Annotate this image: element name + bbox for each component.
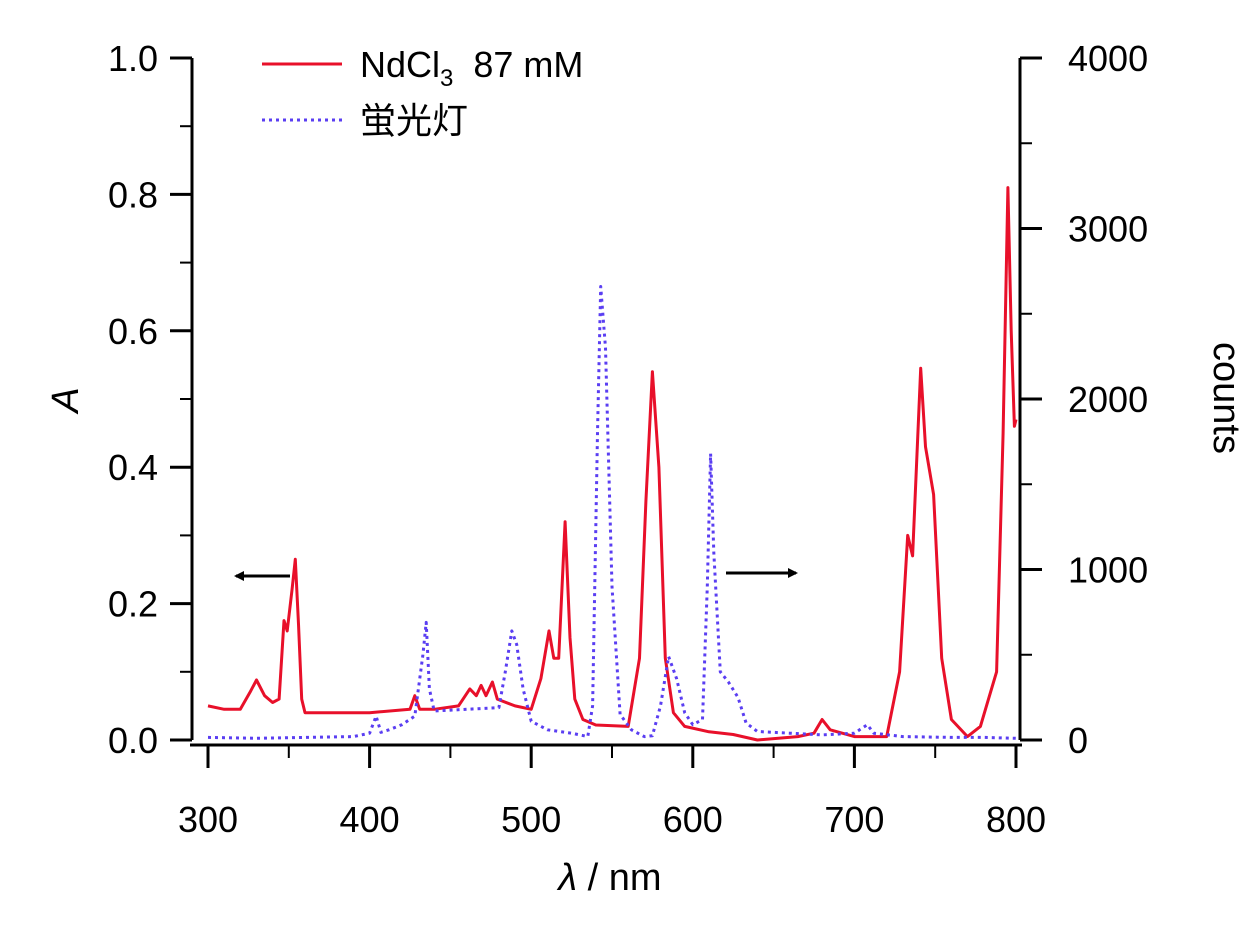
y-left-axis-title: A [45, 387, 87, 414]
y-left-tick-label: 0.6 [108, 311, 158, 352]
y-left-ticks: 0.0 0.2 0.4 0.6 0.8 1.0 [108, 38, 192, 761]
y-right-tick-label: 4000 [1068, 38, 1148, 79]
x-axis-symbol: λ [556, 857, 577, 899]
y-right-tick-label: 3000 [1068, 209, 1148, 250]
y-left-tick-label: 1.0 [108, 38, 158, 79]
series-line-ndcl3 [207, 186, 1018, 742]
axes [190, 58, 1022, 747]
legend-label-fluorescent-lamp: 蛍光灯 [360, 100, 468, 141]
legend-label-ndcl3: NdCl3 87 mM [360, 44, 583, 92]
y-right-axis-title: counts [1205, 342, 1247, 454]
x-tick-label: 400 [340, 799, 400, 840]
y-left-tick-label: 0.2 [108, 584, 158, 625]
y-right-tick-label: 2000 [1068, 379, 1148, 420]
x-ticks: 300 400 500 600 700 800 [178, 745, 1046, 840]
y-right-tick-label: 0 [1068, 720, 1088, 761]
legend-label-ndcl3-rest: 87 mM [453, 44, 583, 85]
x-axis-title: λ / nm [556, 857, 661, 899]
y-left-tick-label: 0.0 [108, 720, 158, 761]
series-layer [207, 186, 1018, 742]
y-left-tick-label: 0.4 [108, 447, 158, 488]
legend: NdCl3 87 mM 蛍光灯 [262, 44, 583, 141]
x-tick-label: 700 [824, 799, 884, 840]
x-tick-label: 600 [663, 799, 723, 840]
series-line-fluorescent-lamp [207, 285, 1017, 740]
legend-label-ndcl3-subscript: 3 [440, 65, 453, 92]
x-tick-label: 500 [501, 799, 561, 840]
y-right-ticks: 0 1000 2000 3000 4000 [1020, 38, 1148, 761]
legend-label-ndcl3-base: NdCl [360, 44, 440, 85]
x-tick-label: 800 [986, 799, 1046, 840]
y-right-tick-label: 1000 [1068, 550, 1148, 591]
x-axis-unit: / nm [577, 857, 661, 899]
y-left-tick-label: 0.8 [108, 174, 158, 215]
x-tick-label: 300 [178, 799, 238, 840]
